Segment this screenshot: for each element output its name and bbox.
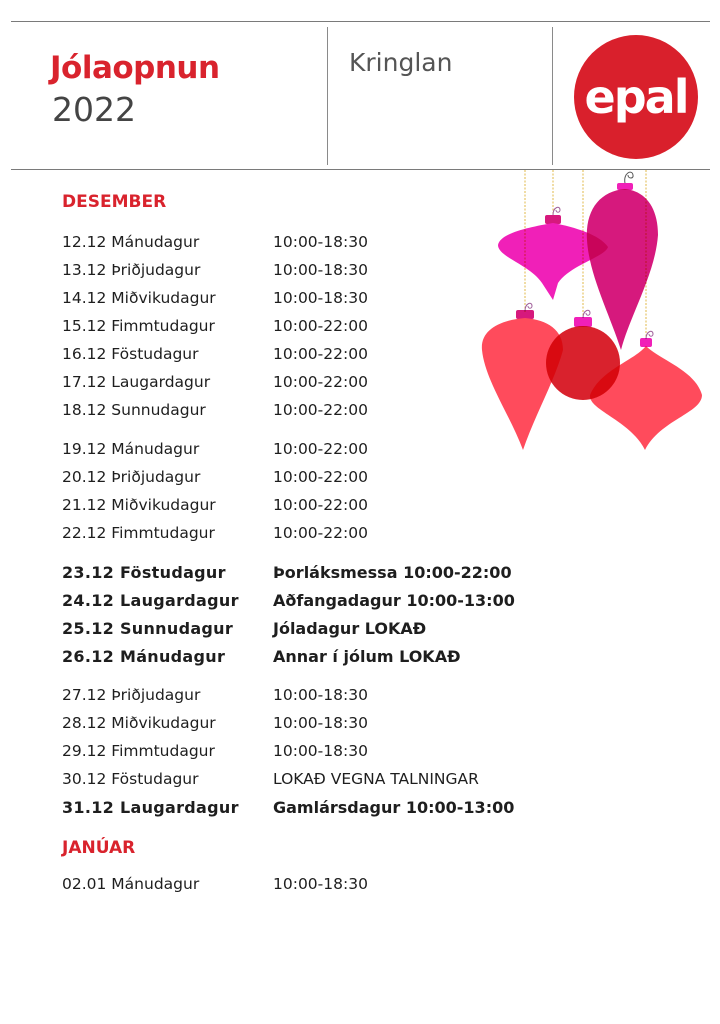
hook-icon	[524, 302, 533, 312]
section-title-desember: DESEMBER	[62, 192, 167, 212]
ornament-magenta	[498, 223, 608, 300]
schedule-hours: Aðfangadagur 10:00-13:00	[273, 590, 515, 610]
schedule-row: 18.12 Sunnudagur 10:00-22:00	[62, 396, 515, 424]
page-year: 2022	[52, 90, 136, 129]
schedule-day: 29.12 Fimmtudagur	[62, 742, 215, 760]
schedule-row: 15.12 Fimmtudagur 10:00-22:00	[62, 312, 515, 340]
schedule-hours: 10:00-22:00	[273, 401, 368, 419]
hook-icon	[624, 171, 634, 184]
hook-icon	[552, 206, 561, 216]
schedule-hours: 10:00-18:30	[273, 261, 368, 279]
schedule-row: 13.12 Þriðjudagur 10:00-18:30	[62, 256, 515, 284]
ornament-cap	[640, 338, 652, 347]
schedule-hours: LOKAÐ VEGNA TALNINGAR	[273, 770, 479, 788]
schedule-row: 28.12 Miðvikudagur 10:00-18:30	[62, 709, 515, 737]
schedule-day: 18.12 Sunnudagur	[62, 401, 206, 419]
schedule-row: 20.12 Þriðjudagur 10:00-22:00	[62, 463, 515, 491]
ornament-teardrop-berry	[586, 189, 658, 350]
schedule-hours: 10:00-18:30	[273, 233, 368, 251]
hook-icon	[645, 330, 654, 340]
schedule-hours: 10:00-18:30	[273, 289, 368, 307]
schedule-day: 15.12 Fimmtudagur	[62, 317, 215, 335]
schedule-hours: 10:00-18:30	[273, 875, 368, 893]
schedule-group: 12.12 Mánudagur 10:00-18:30 13.12 Þriðjuda…	[62, 228, 515, 424]
header-top-rule	[11, 21, 710, 22]
schedule-group: 23.12 Föstudagur Þorláksmessa 10:00-22:00…	[62, 558, 515, 670]
schedule-hours: 10:00-22:00	[273, 373, 368, 391]
schedule-day: 16.12 Föstudagur	[62, 345, 199, 363]
schedule-hours: 10:00-22:00	[273, 440, 368, 458]
schedule-row: 31.12 Laugardagur Gamlársdagur 10:00-13:0…	[62, 793, 515, 821]
opening-hours-schedule: 12.12 Mánudagur 10:00-18:30 13.12 Þriðjuda…	[62, 228, 515, 832]
schedule-row: 27.12 Þriðjudagur 10:00-18:30	[62, 681, 515, 709]
schedule-row: 02.01 Mánudagur 10:00-18:30	[62, 870, 368, 898]
schedule-day: 26.12 Mánudagur	[62, 646, 226, 666]
schedule-day: 14.12 Miðvikudagur	[62, 289, 216, 307]
schedule-group: 02.01 Mánudagur 10:00-18:30	[62, 870, 368, 898]
ornament-cap	[574, 317, 592, 327]
header-divider	[552, 27, 553, 165]
schedule-row: 21.12 Miðvikudagur 10:00-22:00	[62, 491, 515, 519]
schedule-hours: 10:00-22:00	[273, 345, 368, 363]
schedule-hours: Gamlársdagur 10:00-13:00	[273, 797, 515, 817]
schedule-row: 30.12 Föstudagur LOKAÐ VEGNA TALNINGAR	[62, 765, 515, 793]
schedule-hours: Jóladagur LOKAÐ	[273, 618, 427, 638]
schedule-day: 25.12 Sunnudagur	[62, 618, 234, 638]
schedule-hours: 10:00-22:00	[273, 317, 368, 335]
schedule-day: 12.12 Mánudagur	[62, 233, 200, 251]
header-bottom-rule	[11, 169, 710, 170]
schedule-hours: 10:00-18:30	[273, 686, 368, 704]
schedule-day: 21.12 Miðvikudagur	[62, 496, 216, 514]
hook-icon	[582, 309, 591, 319]
schedule-day: 30.12 Föstudagur	[62, 770, 199, 788]
ornament-teardrop-coral	[481, 318, 563, 450]
schedule-row: 22.12 Fimmtudagur 10:00-22:00	[62, 519, 515, 547]
january-schedule: 02.01 Mánudagur 10:00-18:30	[62, 870, 368, 909]
schedule-day: 22.12 Fimmtudagur	[62, 524, 215, 542]
schedule-day: 31.12 Laugardagur	[62, 797, 239, 817]
schedule-hours: Þorláksmessa 10:00-22:00	[273, 562, 512, 582]
schedule-row: 29.12 Fimmtudagur 10:00-18:30	[62, 737, 515, 765]
schedule-row: 23.12 Föstudagur Þorláksmessa 10:00-22:00	[62, 558, 515, 586]
schedule-group: 19.12 Mánudagur 10:00-22:00 20.12 Þriðjuda…	[62, 435, 515, 547]
schedule-day: 17.12 Laugardagur	[62, 373, 211, 391]
schedule-day: 13.12 Þriðjudagur	[62, 261, 201, 279]
schedule-hours: 10:00-18:30	[273, 742, 368, 760]
ornament-cap	[516, 310, 534, 319]
schedule-day: 27.12 Þriðjudagur	[62, 686, 201, 704]
schedule-group: 27.12 Þriðjudagur 10:00-18:30 28.12 Miðvik…	[62, 681, 515, 821]
schedule-day: 28.12 Miðvikudagur	[62, 714, 216, 732]
schedule-hours: 10:00-22:00	[273, 524, 368, 542]
schedule-hours: 10:00-22:00	[273, 496, 368, 514]
schedule-row: 26.12 Mánudagur Annar í jólum LOKAÐ	[62, 642, 515, 670]
schedule-hours: Annar í jólum LOKAÐ	[273, 646, 461, 666]
schedule-day: 19.12 Mánudagur	[62, 440, 200, 458]
schedule-row: 24.12 Laugardagur Aðfangadagur 10:00-13:0…	[62, 586, 515, 614]
christmas-ornaments-illustration	[481, 170, 702, 450]
schedule-row: 17.12 Laugardagur 10:00-22:00	[62, 368, 515, 396]
ornament-cap	[545, 215, 561, 224]
schedule-row: 25.12 Sunnudagur Jóladagur LOKAÐ	[62, 614, 515, 642]
schedule-row: 19.12 Mánudagur 10:00-22:00	[62, 435, 515, 463]
schedule-day: 24.12 Laugardagur	[62, 590, 239, 610]
schedule-row: 12.12 Mánudagur 10:00-18:30	[62, 228, 515, 256]
schedule-row: 16.12 Föstudagur 10:00-22:00	[62, 340, 515, 368]
schedule-day: 23.12 Föstudagur	[62, 562, 226, 582]
schedule-hours: 10:00-22:00	[273, 468, 368, 486]
logo-text: epal	[584, 70, 690, 124]
epal-logo: epal	[574, 35, 698, 159]
store-location: Kringlan	[349, 48, 453, 77]
schedule-hours: 10:00-18:30	[273, 714, 368, 732]
page-title: Jólaopnun	[50, 50, 220, 86]
section-title-januar: JANÚAR	[62, 838, 136, 858]
schedule-day: 02.01 Mánudagur	[62, 875, 200, 893]
ornament-onion-coral	[589, 346, 702, 450]
ornament-cap	[617, 183, 633, 190]
schedule-day: 20.12 Þriðjudagur	[62, 468, 201, 486]
header-divider	[327, 27, 328, 165]
schedule-row: 14.12 Miðvikudagur 10:00-18:30	[62, 284, 515, 312]
